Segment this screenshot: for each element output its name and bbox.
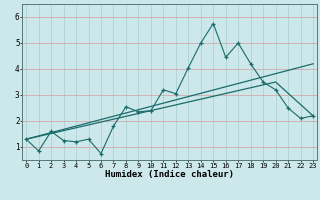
X-axis label: Humidex (Indice chaleur): Humidex (Indice chaleur) — [105, 170, 234, 179]
